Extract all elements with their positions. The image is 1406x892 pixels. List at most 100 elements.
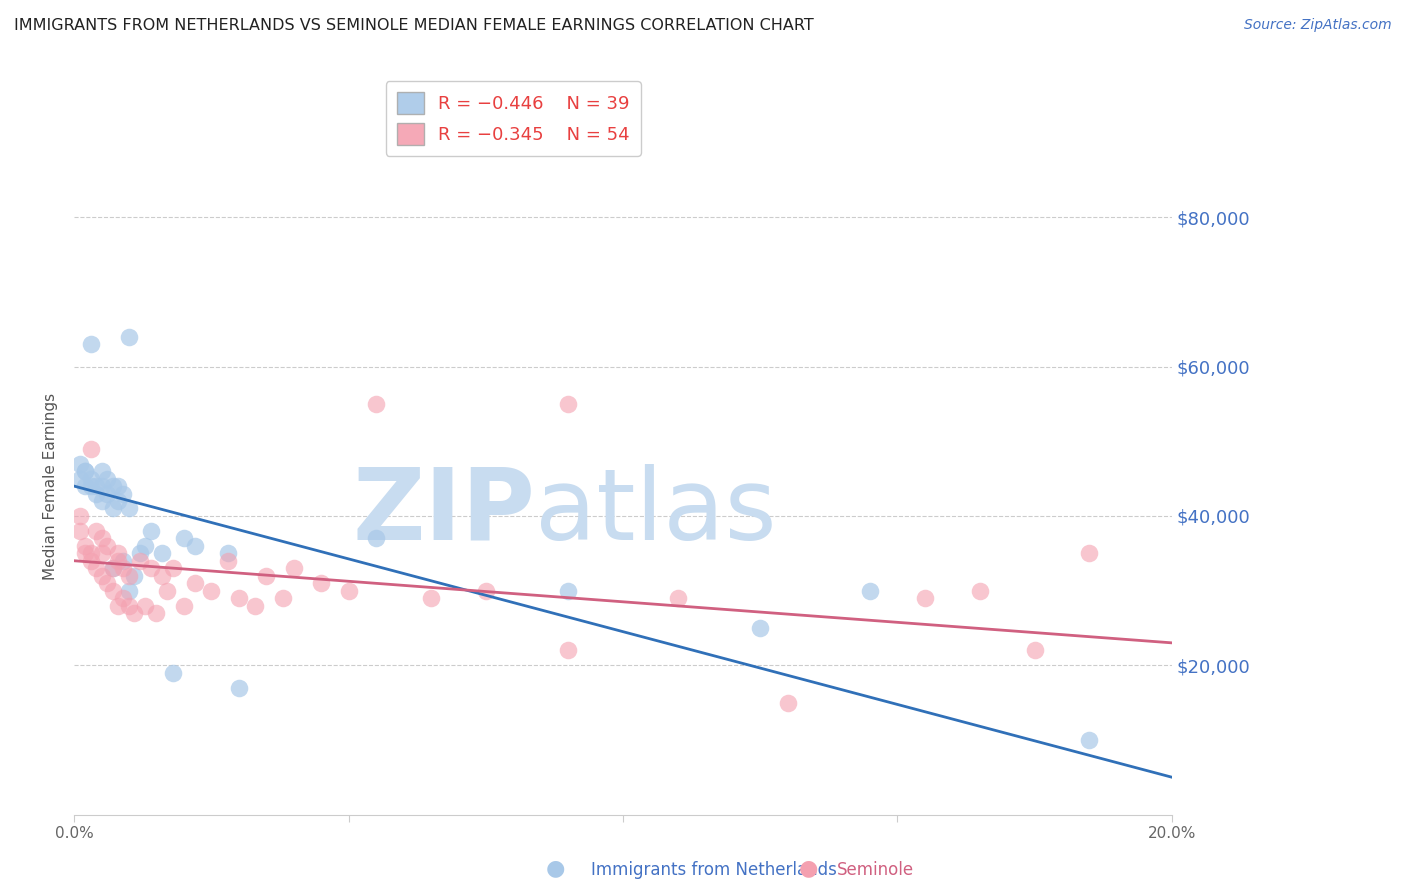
Point	[200, 583, 222, 598]
Point	[364, 397, 387, 411]
Point	[96, 486, 118, 500]
Point	[107, 546, 129, 560]
Point	[150, 546, 173, 560]
Point	[118, 501, 141, 516]
Point	[75, 479, 97, 493]
Point	[283, 561, 305, 575]
Point	[271, 591, 294, 605]
Point	[75, 464, 97, 478]
Point	[69, 508, 91, 523]
Point	[557, 643, 579, 657]
Point	[79, 337, 101, 351]
Point	[150, 568, 173, 582]
Point	[69, 457, 91, 471]
Point	[79, 554, 101, 568]
Point	[749, 621, 772, 635]
Point	[107, 599, 129, 613]
Point	[118, 568, 141, 582]
Point	[96, 539, 118, 553]
Point	[139, 561, 162, 575]
Point	[129, 546, 152, 560]
Text: Seminole: Seminole	[837, 861, 914, 879]
Point	[1024, 643, 1046, 657]
Point	[145, 606, 167, 620]
Point	[419, 591, 441, 605]
Text: ●: ●	[546, 859, 565, 879]
Point	[364, 532, 387, 546]
Point	[101, 561, 124, 575]
Point	[112, 554, 135, 568]
Point	[474, 583, 496, 598]
Point	[118, 599, 141, 613]
Point	[139, 524, 162, 538]
Point	[118, 583, 141, 598]
Point	[217, 554, 239, 568]
Point	[162, 665, 184, 680]
Point	[79, 546, 101, 560]
Point	[914, 591, 936, 605]
Point	[859, 583, 882, 598]
Point	[337, 583, 360, 598]
Text: ZIP: ZIP	[353, 464, 536, 561]
Legend: R = −0.446    N = 39, R = −0.345    N = 54: R = −0.446 N = 39, R = −0.345 N = 54	[385, 81, 641, 156]
Point	[969, 583, 991, 598]
Text: Source: ZipAtlas.com: Source: ZipAtlas.com	[1244, 18, 1392, 32]
Point	[184, 576, 207, 591]
Point	[84, 486, 107, 500]
Point	[309, 576, 332, 591]
Point	[776, 696, 799, 710]
Point	[134, 599, 156, 613]
Point	[101, 479, 124, 493]
Point	[90, 464, 112, 478]
Point	[162, 561, 184, 575]
Point	[217, 546, 239, 560]
Point	[557, 583, 579, 598]
Point	[101, 583, 124, 598]
Point	[90, 479, 112, 493]
Point	[129, 554, 152, 568]
Point	[90, 546, 112, 560]
Point	[666, 591, 689, 605]
Point	[184, 539, 207, 553]
Point	[254, 568, 277, 582]
Point	[96, 472, 118, 486]
Text: Immigrants from Netherlands: Immigrants from Netherlands	[591, 861, 837, 879]
Point	[101, 561, 124, 575]
Point	[75, 464, 97, 478]
Point	[84, 524, 107, 538]
Point	[79, 472, 101, 486]
Text: atlas: atlas	[536, 464, 776, 561]
Point	[69, 472, 91, 486]
Point	[84, 479, 107, 493]
Text: ●: ●	[799, 859, 818, 879]
Point	[84, 561, 107, 575]
Point	[1078, 546, 1101, 560]
Point	[124, 606, 146, 620]
Point	[228, 681, 250, 695]
Point	[96, 576, 118, 591]
Point	[1078, 732, 1101, 747]
Point	[79, 479, 101, 493]
Point	[228, 591, 250, 605]
Point	[75, 546, 97, 560]
Point	[112, 486, 135, 500]
Y-axis label: Median Female Earnings: Median Female Earnings	[44, 392, 58, 580]
Point	[107, 494, 129, 508]
Point	[134, 539, 156, 553]
Point	[156, 583, 179, 598]
Point	[107, 554, 129, 568]
Point	[69, 524, 91, 538]
Point	[124, 568, 146, 582]
Point	[107, 479, 129, 493]
Point	[118, 330, 141, 344]
Point	[75, 539, 97, 553]
Text: IMMIGRANTS FROM NETHERLANDS VS SEMINOLE MEDIAN FEMALE EARNINGS CORRELATION CHART: IMMIGRANTS FROM NETHERLANDS VS SEMINOLE …	[14, 18, 814, 33]
Point	[112, 591, 135, 605]
Point	[79, 442, 101, 456]
Point	[557, 397, 579, 411]
Point	[90, 532, 112, 546]
Point	[90, 568, 112, 582]
Point	[101, 501, 124, 516]
Point	[173, 532, 195, 546]
Point	[173, 599, 195, 613]
